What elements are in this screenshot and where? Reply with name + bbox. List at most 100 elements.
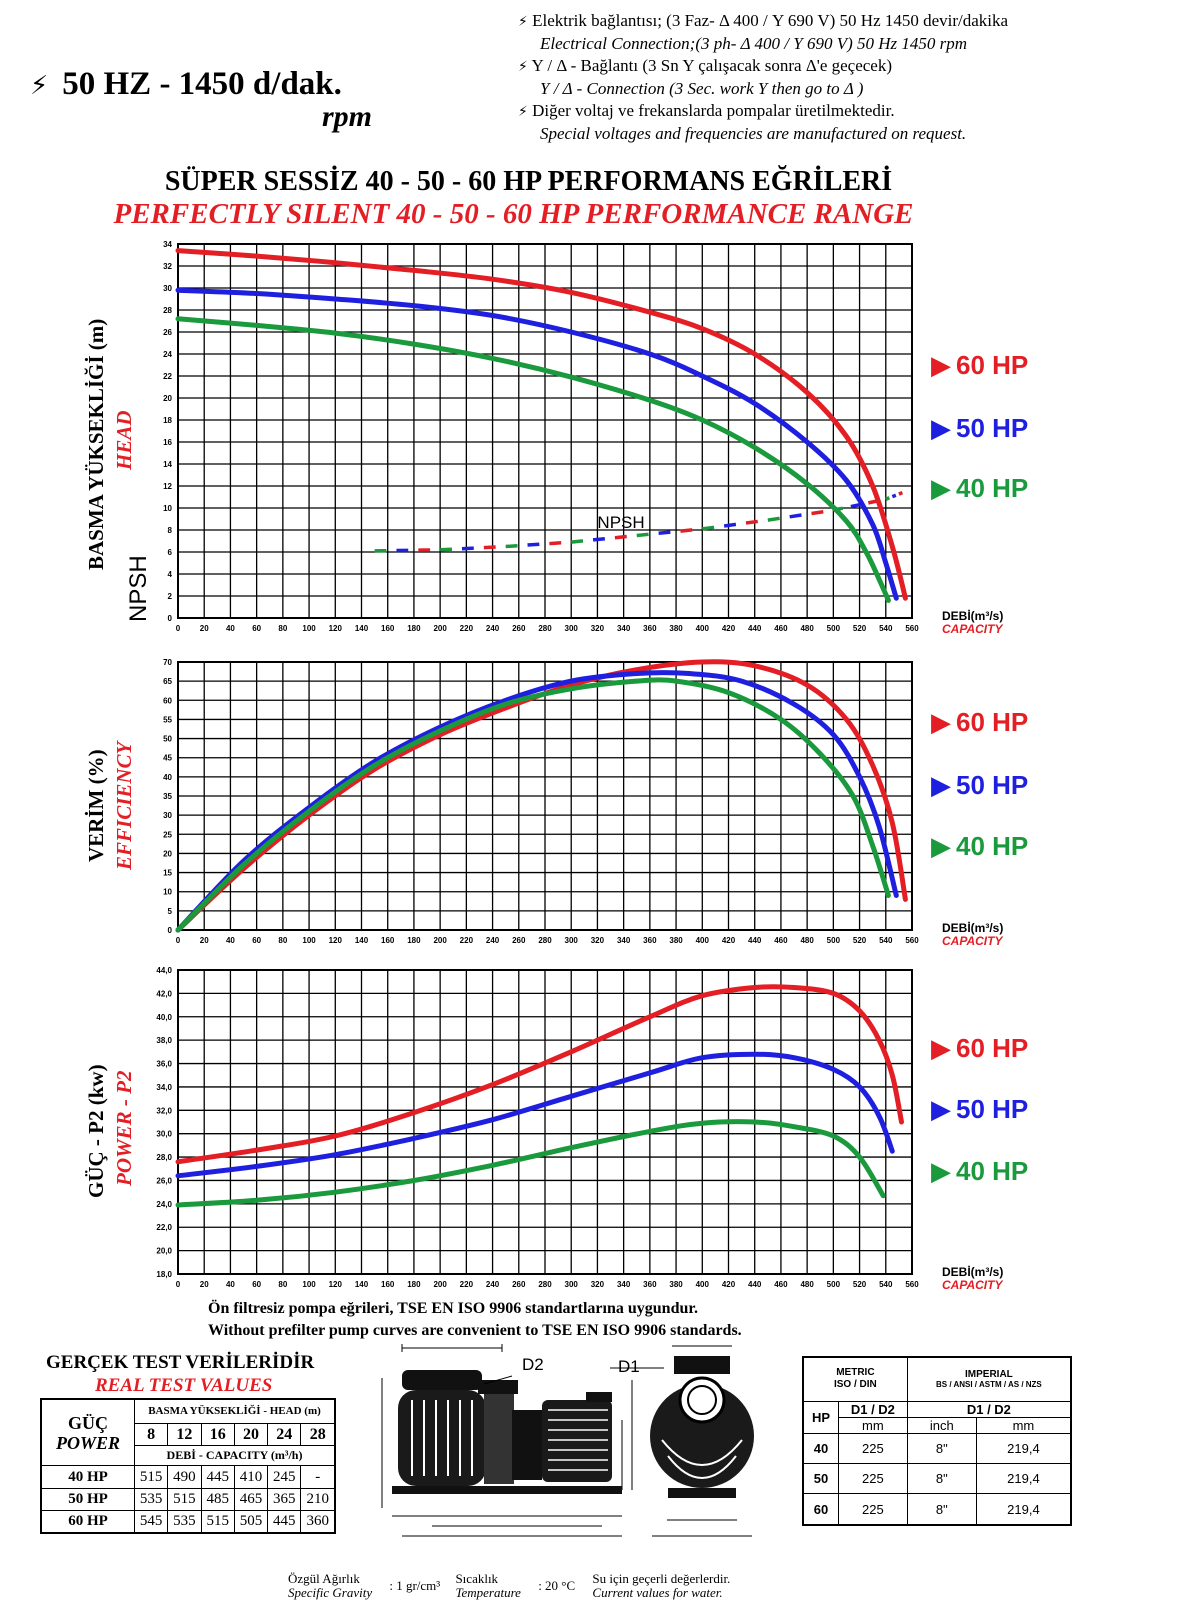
gravity-tr: Özgül Ağırlık: [288, 1572, 360, 1586]
note-3-en: Special voltages and frequencies are man…: [540, 124, 967, 143]
pump-drawing: D2 D1: [381, 1344, 754, 1537]
legend-marker: ▶: [931, 1156, 951, 1186]
x-tick-label: 140: [355, 936, 369, 945]
x-tick-label: 300: [565, 936, 579, 945]
x-tick-label: 140: [355, 1280, 369, 1289]
y-tick-label: 24: [163, 350, 172, 359]
x-tick-label: 260: [512, 936, 526, 945]
x-tick-label: 300: [565, 624, 579, 633]
y-tick-label: 38,0: [156, 1036, 172, 1045]
table-cell: 225: [838, 1462, 908, 1495]
table-cell: 465: [233, 1487, 269, 1512]
note-2-tr: Y / Δ - Bağlantı (3 Sn Y çalışacak sonra…: [531, 56, 893, 75]
water-note: Su için geçerli değerlerdir. Current val…: [592, 1572, 730, 1600]
x-tick-label: 460: [774, 624, 788, 633]
unit-mm: mm: [975, 1416, 1072, 1434]
note-3-tr: Diğer voltaj ve frekanslarda pompalar ür…: [532, 101, 895, 120]
x-tick-label: 420: [722, 1280, 736, 1289]
x-tick-label: 240: [486, 624, 500, 633]
page-title-tr: SÜPER SESSİZ 40 - 50 - 60 HP PERFORMANS …: [164, 166, 893, 197]
x-tick-label: 360: [643, 1280, 657, 1289]
note-2: ⚡ Y / Δ - Bağlantı (3 Sn Y çalışacak son…: [518, 55, 1008, 78]
head-value: 16: [200, 1422, 235, 1447]
x-tick-label: 40: [226, 624, 235, 633]
y-tick-label: 2: [168, 592, 173, 601]
head-value: 20: [233, 1422, 269, 1447]
x-tick-label: 540: [879, 1280, 893, 1289]
table-cell: 210: [300, 1487, 336, 1512]
table-cell: 225: [838, 1493, 908, 1526]
x-tick-label: 300: [565, 1280, 579, 1289]
temp-en: Temperature: [455, 1585, 521, 1600]
bolt-icon: ⚡: [30, 71, 49, 101]
x-tick-label: 200: [433, 1280, 447, 1289]
x-tick-label: 420: [722, 936, 736, 945]
x-tick-label: 520: [853, 1280, 867, 1289]
x-tick-label: 340: [617, 1280, 631, 1289]
x-tick-label: 400: [696, 624, 710, 633]
gravity-en: Specific Gravity: [288, 1585, 373, 1600]
table-cell: 545: [133, 1510, 169, 1534]
y-tick-label: 25: [163, 830, 172, 839]
x-tick-label: 0: [176, 1280, 181, 1289]
y-tick-label: 20: [163, 849, 172, 858]
legend-label: 60 HP: [956, 707, 1028, 737]
d2-label: D2: [522, 1355, 544, 1374]
x-tick-label: 520: [853, 624, 867, 633]
table-cell: 490: [167, 1465, 202, 1489]
table-cell: 219,4: [975, 1493, 1072, 1526]
table-cell: 505: [233, 1510, 269, 1534]
y-tick-label: 0: [168, 614, 173, 623]
x-axis-label-tr: DEBİ(m³/s): [942, 1264, 1003, 1279]
npsh-dash: [505, 543, 518, 549]
y-tick-label: 28,0: [156, 1153, 172, 1162]
legend-marker: ▶: [931, 1033, 951, 1063]
x-tick-label: 120: [329, 936, 343, 945]
page-title-en: PERFECTLY SILENT 40 - 50 - 60 HP PERFORM…: [113, 198, 914, 230]
test-values-table: GÜÇ POWER BASMA YÜKSEKLİĞİ - HEAD (m) 8 …: [40, 1398, 336, 1534]
table-cell: 219,4: [975, 1432, 1072, 1464]
chart-grid: [177, 243, 913, 619]
x-tick-label: 160: [381, 1280, 395, 1289]
y-tick-label: 18,0: [156, 1270, 172, 1279]
npsh-dash: [592, 536, 606, 542]
x-tick-label: 380: [669, 936, 683, 945]
y-tick-label: 26: [163, 328, 172, 337]
x-tick-label: 20: [200, 1280, 209, 1289]
standards-note: Ön filtresiz pompa eğrileri, TSE EN ISO …: [208, 1298, 742, 1342]
legend-hp40: ▶ 40 HP: [931, 473, 1028, 503]
npsh-dash: [745, 519, 759, 525]
y-tick-label: 16: [163, 438, 172, 447]
x-tick-label: 360: [643, 624, 657, 633]
x-tick-label: 440: [748, 1280, 762, 1289]
x-tick-label: 400: [696, 1280, 710, 1289]
x-tick-label: 240: [486, 1280, 500, 1289]
hp-header: HP: [802, 1400, 839, 1434]
y-tick-label: 30,0: [156, 1130, 172, 1139]
y-tick-label: 70: [163, 658, 172, 667]
chart-grid: [177, 661, 913, 931]
table-cell: 219,4: [975, 1462, 1072, 1495]
x-tick-label: 500: [827, 624, 841, 633]
x-tick-label: 240: [486, 936, 500, 945]
x-tick-label: 320: [591, 1280, 605, 1289]
x-tick-label: 540: [879, 936, 893, 945]
y-tick-label: 15: [163, 869, 172, 878]
x-axis-label-en: CAPACITY: [942, 934, 1003, 948]
legend-label: 50 HP: [956, 770, 1028, 800]
legend-label: 50 HP: [956, 413, 1028, 443]
y-tick-label: 20,0: [156, 1247, 172, 1256]
imperial-sub: BS / ANSI / ASTM / AS / NZS: [935, 1380, 1042, 1390]
table-cell: 515: [167, 1487, 202, 1512]
legend-marker: ▶: [931, 707, 951, 737]
x-axis-label-tr: DEBİ(m³/s): [942, 920, 1003, 935]
series-line-50hp: [175, 287, 899, 601]
y-tick-label: 20: [163, 394, 172, 403]
y-tick-label: 40: [163, 773, 172, 782]
standards-en: Without prefilter pump curves are conven…: [208, 1322, 742, 1339]
series-line-40hp: [175, 1119, 886, 1208]
x-tick-label: 80: [278, 1280, 287, 1289]
row-hp: 40: [802, 1432, 839, 1464]
legend-hp50: ▶ 50 HP: [931, 770, 1028, 800]
